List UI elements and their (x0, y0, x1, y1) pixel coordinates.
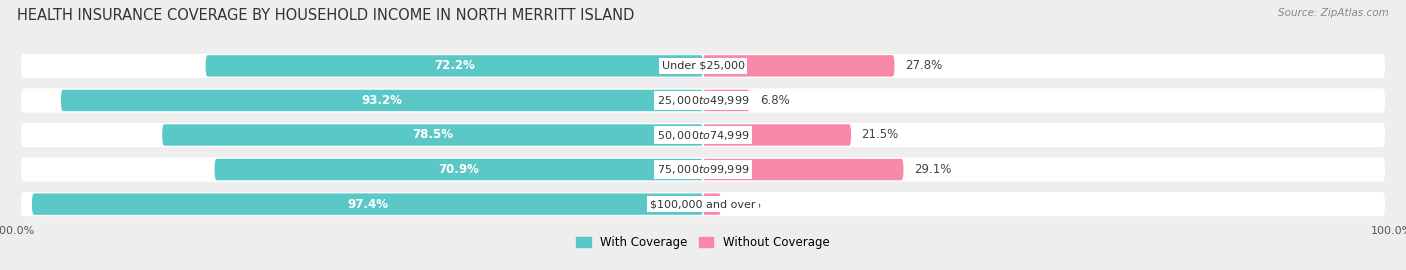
Text: 97.4%: 97.4% (347, 198, 388, 211)
FancyBboxPatch shape (32, 193, 703, 215)
FancyBboxPatch shape (21, 192, 1385, 216)
Text: 6.8%: 6.8% (761, 94, 790, 107)
FancyBboxPatch shape (703, 124, 851, 146)
Text: HEALTH INSURANCE COVERAGE BY HOUSEHOLD INCOME IN NORTH MERRITT ISLAND: HEALTH INSURANCE COVERAGE BY HOUSEHOLD I… (17, 8, 634, 23)
Text: $100,000 and over: $100,000 and over (650, 199, 756, 209)
FancyBboxPatch shape (703, 159, 904, 180)
FancyBboxPatch shape (162, 124, 703, 146)
FancyBboxPatch shape (215, 159, 703, 180)
FancyBboxPatch shape (703, 55, 894, 77)
Text: 70.9%: 70.9% (439, 163, 479, 176)
FancyBboxPatch shape (205, 55, 703, 77)
FancyBboxPatch shape (21, 54, 1385, 78)
Text: 27.8%: 27.8% (905, 59, 942, 72)
Text: 72.2%: 72.2% (434, 59, 475, 72)
FancyBboxPatch shape (21, 88, 1385, 113)
Text: $75,000 to $99,999: $75,000 to $99,999 (657, 163, 749, 176)
FancyBboxPatch shape (703, 90, 749, 111)
Text: 2.6%: 2.6% (731, 198, 761, 211)
Text: 29.1%: 29.1% (914, 163, 952, 176)
Text: 78.5%: 78.5% (412, 129, 453, 141)
FancyBboxPatch shape (60, 90, 703, 111)
Text: $25,000 to $49,999: $25,000 to $49,999 (657, 94, 749, 107)
Text: 93.2%: 93.2% (361, 94, 402, 107)
Text: 21.5%: 21.5% (862, 129, 898, 141)
Text: Source: ZipAtlas.com: Source: ZipAtlas.com (1278, 8, 1389, 18)
FancyBboxPatch shape (21, 123, 1385, 147)
FancyBboxPatch shape (21, 157, 1385, 182)
Text: $50,000 to $74,999: $50,000 to $74,999 (657, 129, 749, 141)
FancyBboxPatch shape (703, 193, 721, 215)
Text: Under $25,000: Under $25,000 (661, 61, 745, 71)
Legend: With Coverage, Without Coverage: With Coverage, Without Coverage (572, 231, 834, 254)
